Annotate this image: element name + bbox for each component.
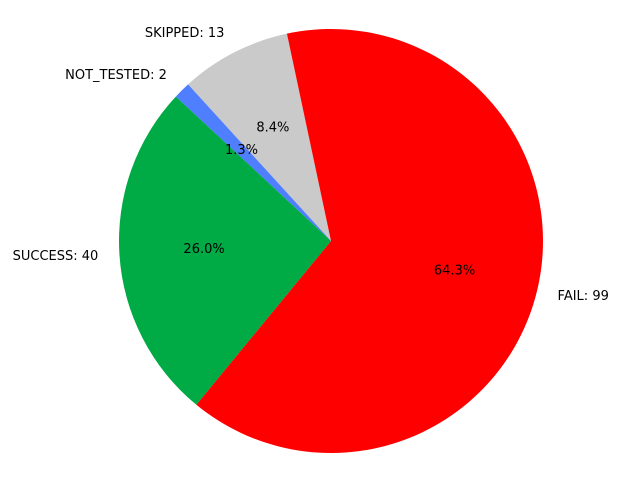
slice-label-0: SKIPPED: 13: [145, 26, 225, 41]
slice-percent-2: 26.0%: [183, 242, 224, 257]
pie-slices: [118, 28, 543, 453]
slice-label-2: SUCCESS: 40: [13, 249, 99, 264]
pie-slice-3: [196, 28, 543, 453]
pie-slice-0: [188, 33, 331, 242]
slice-percent-1: 1.3%: [225, 143, 258, 158]
pie-slice-2: [118, 96, 332, 405]
pie-slice-1: [175, 84, 331, 242]
pie-labels: SKIPPED: 13 8.4% NOT_TESTED: 2 1.3% SUCCESS:…: [13, 26, 609, 304]
slice-label-1: NOT_TESTED: 2: [65, 68, 167, 83]
slice-percent-0: 8.4%: [256, 120, 289, 135]
slice-percent-3: 64.3%: [434, 264, 475, 279]
slice-label-3: FAIL: 99: [558, 289, 609, 304]
